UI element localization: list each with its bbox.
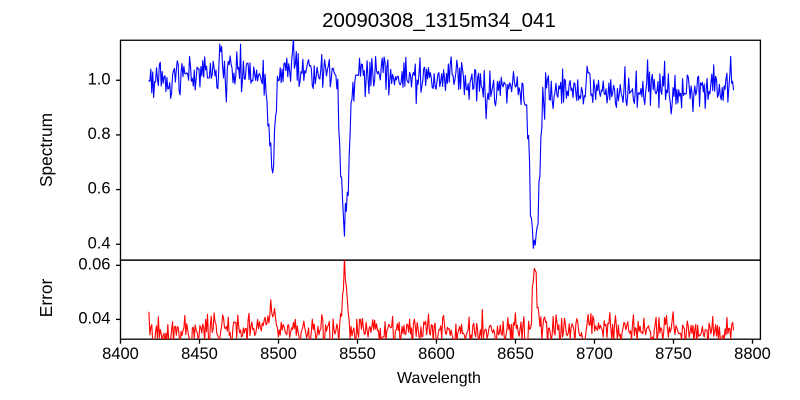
svg-text:8650: 8650 <box>497 345 534 363</box>
svg-text:8750: 8750 <box>655 345 692 363</box>
svg-text:0.06: 0.06 <box>78 255 110 273</box>
svg-text:Wavelength: Wavelength <box>397 370 481 387</box>
svg-text:Spectrum: Spectrum <box>36 113 56 187</box>
svg-text:0.04: 0.04 <box>78 309 110 327</box>
svg-text:0.6: 0.6 <box>88 180 111 198</box>
svg-text:8800: 8800 <box>734 345 771 363</box>
svg-text:0.8: 0.8 <box>88 125 111 143</box>
svg-text:8550: 8550 <box>339 345 376 363</box>
svg-text:8450: 8450 <box>181 345 218 363</box>
svg-text:8700: 8700 <box>576 345 613 363</box>
svg-text:20090308_1315m34_041: 20090308_1315m34_041 <box>322 9 556 32</box>
svg-text:8400: 8400 <box>102 345 139 363</box>
svg-text:Error: Error <box>36 279 56 318</box>
svg-text:0.4: 0.4 <box>88 234 111 252</box>
svg-text:8500: 8500 <box>260 345 297 363</box>
svg-text:1.0: 1.0 <box>88 70 111 88</box>
svg-text:8600: 8600 <box>418 345 455 363</box>
